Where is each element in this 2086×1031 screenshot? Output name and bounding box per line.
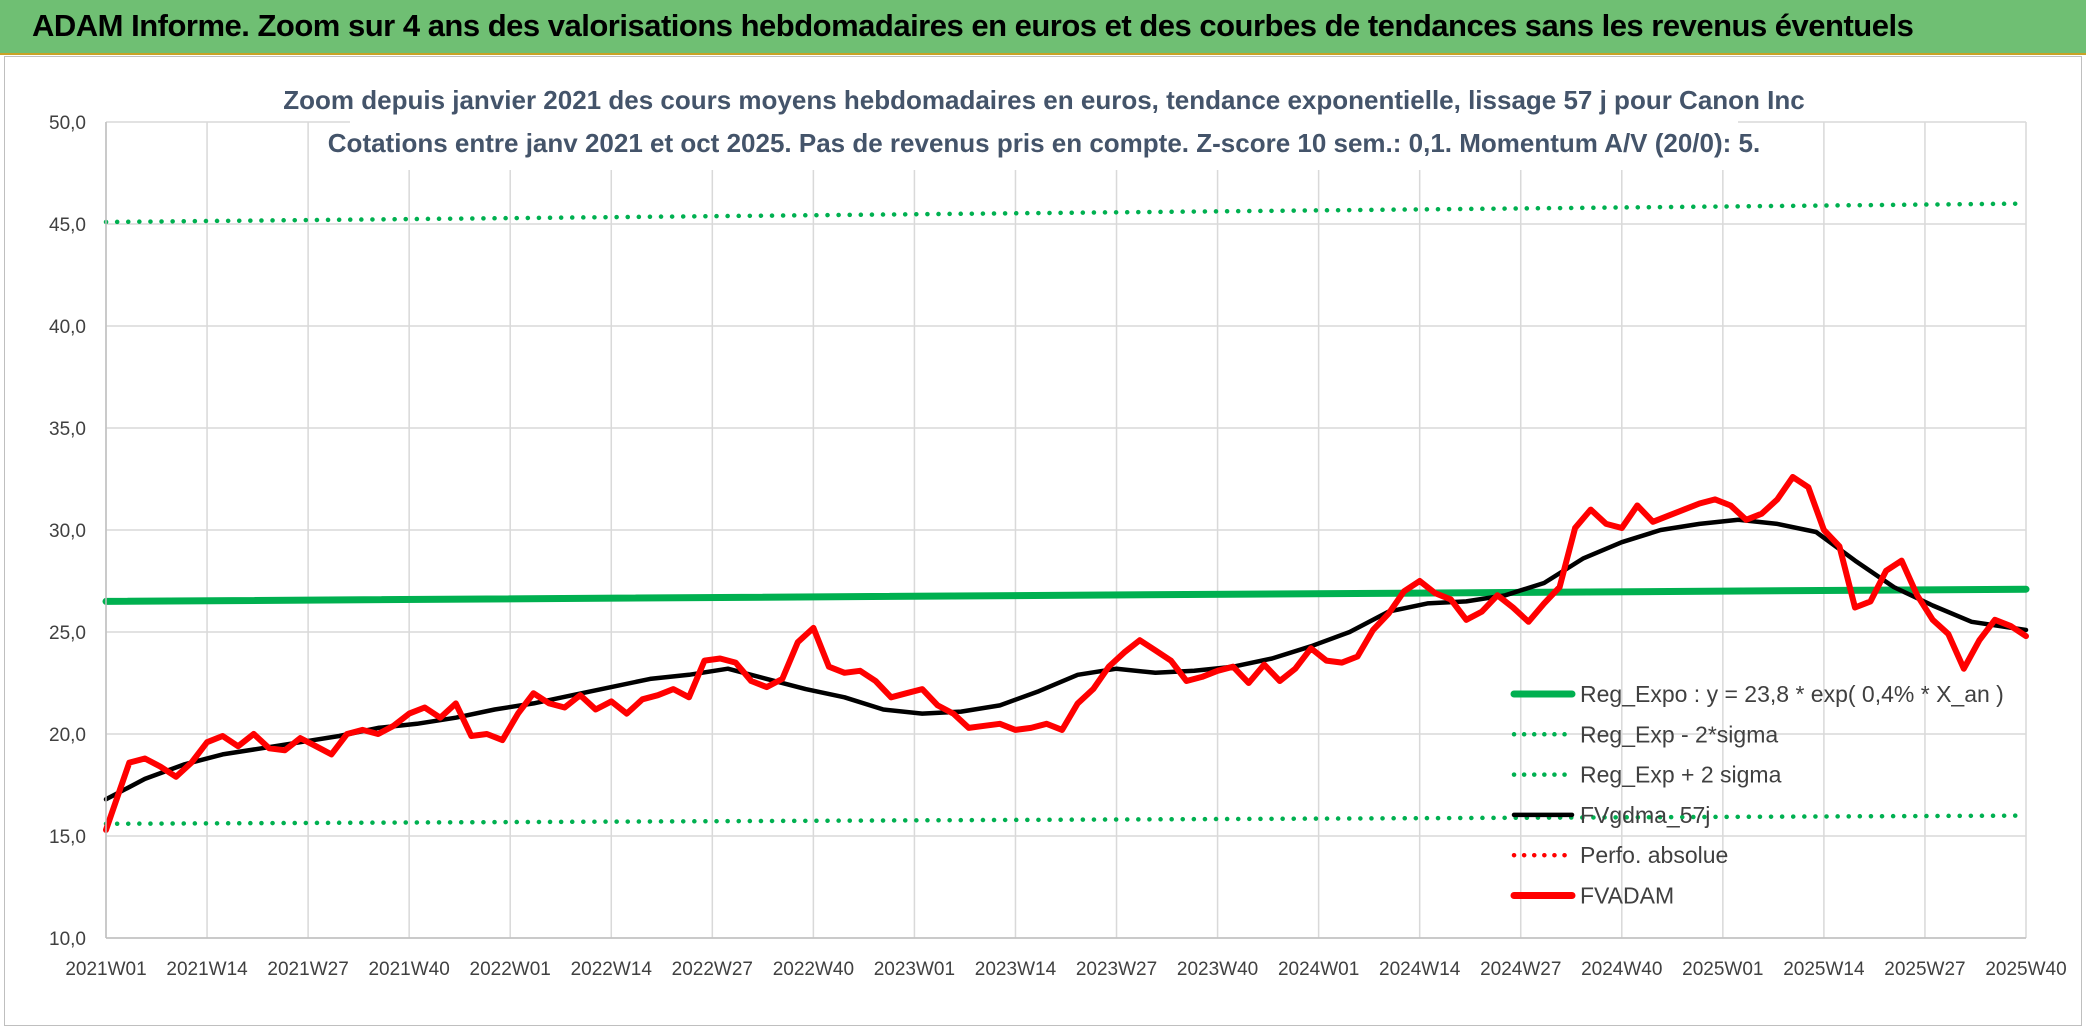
x-tick-label: 2025W40 bbox=[1985, 959, 2066, 980]
x-tick-label: 2021W01 bbox=[65, 959, 146, 980]
x-tick-label: 2024W40 bbox=[1581, 959, 1662, 980]
series-reg-exp-plus-2-sigma bbox=[103, 201, 2029, 225]
legend-label-fvgdma: FVgdma_57j bbox=[1580, 802, 1710, 828]
x-tick-label: 2025W01 bbox=[1682, 959, 1763, 980]
legend-label-reg_plus: Reg_Exp + 2 sigma bbox=[1580, 762, 1782, 788]
chart-title-line-2: Cotations entre janv 2021 et oct 2025. P… bbox=[328, 128, 1760, 158]
report-title: ADAM Informe. Zoom sur 4 ans des valoris… bbox=[32, 8, 1914, 43]
x-tick-label: 2023W27 bbox=[1076, 959, 1157, 980]
legend-label-reg_minus: Reg_Exp - 2*sigma bbox=[1580, 721, 1778, 747]
legend-label-perfo: Perfo. absolue bbox=[1580, 842, 1728, 868]
x-tick-label: 2021W14 bbox=[166, 959, 248, 980]
y-tick-label: 40,0 bbox=[49, 317, 86, 338]
y-tick-label: 30,0 bbox=[49, 521, 86, 542]
x-tick-label: 2022W14 bbox=[571, 959, 653, 980]
x-tick-label: 2021W27 bbox=[267, 959, 348, 980]
chart-title-line-1: Zoom depuis janvier 2021 des cours moyen… bbox=[283, 85, 1804, 115]
x-tick-label: 2022W27 bbox=[672, 959, 753, 980]
y-tick-label: 20,0 bbox=[49, 725, 86, 746]
y-tick-label: 35,0 bbox=[49, 419, 86, 440]
chart-frame bbox=[4, 56, 2082, 1026]
x-tick-label: 2024W01 bbox=[1278, 959, 1359, 980]
y-tick-label: 50,0 bbox=[49, 113, 86, 134]
x-tick-label: 2025W27 bbox=[1884, 959, 1965, 980]
report-banner: ADAM Informe. Zoom sur 4 ans des valoris… bbox=[0, 0, 2086, 55]
x-tick-label: 2022W01 bbox=[470, 959, 551, 980]
series-layer bbox=[102, 201, 2030, 833]
x-tick-label: 2023W40 bbox=[1177, 959, 1258, 980]
y-tick-label: 10,0 bbox=[49, 929, 86, 950]
x-tick-label: 2023W01 bbox=[874, 959, 955, 980]
axis-layer: 10,0 15,0 20,0 25,0 30,0 35,0 40,0 45,0 50,0 2021… bbox=[49, 113, 2067, 980]
x-tick-label: 2024W27 bbox=[1480, 959, 1561, 980]
x-tick-label: 2023W14 bbox=[975, 959, 1057, 980]
x-tick-label: 2022W40 bbox=[773, 959, 854, 980]
series-fvadam bbox=[103, 474, 2029, 833]
legend-label-reg_expo: Reg_Expo : y = 23,8 * exp( 0,4% * X_an ) bbox=[1580, 681, 2004, 707]
series-reg-exp-minus-2-sigma bbox=[103, 813, 2029, 827]
x-tick-label: 2024W14 bbox=[1379, 959, 1461, 980]
chart-title-background bbox=[350, 76, 1738, 170]
legend-label-fvadam: FVADAM bbox=[1580, 883, 1674, 909]
y-tick-label: 25,0 bbox=[49, 623, 86, 644]
x-tick-label: 2025W14 bbox=[1783, 959, 1865, 980]
x-tick-label: 2021W40 bbox=[368, 959, 449, 980]
y-tick-label: 15,0 bbox=[49, 827, 86, 848]
series-fvgdma-57j bbox=[103, 517, 2029, 802]
chart-legend: Reg_Expo : y = 23,8 * exp( 0,4% * X_an )… bbox=[1510, 681, 2004, 909]
y-tick-label: 45,0 bbox=[49, 215, 86, 236]
series-reg-expo bbox=[102, 585, 2030, 605]
